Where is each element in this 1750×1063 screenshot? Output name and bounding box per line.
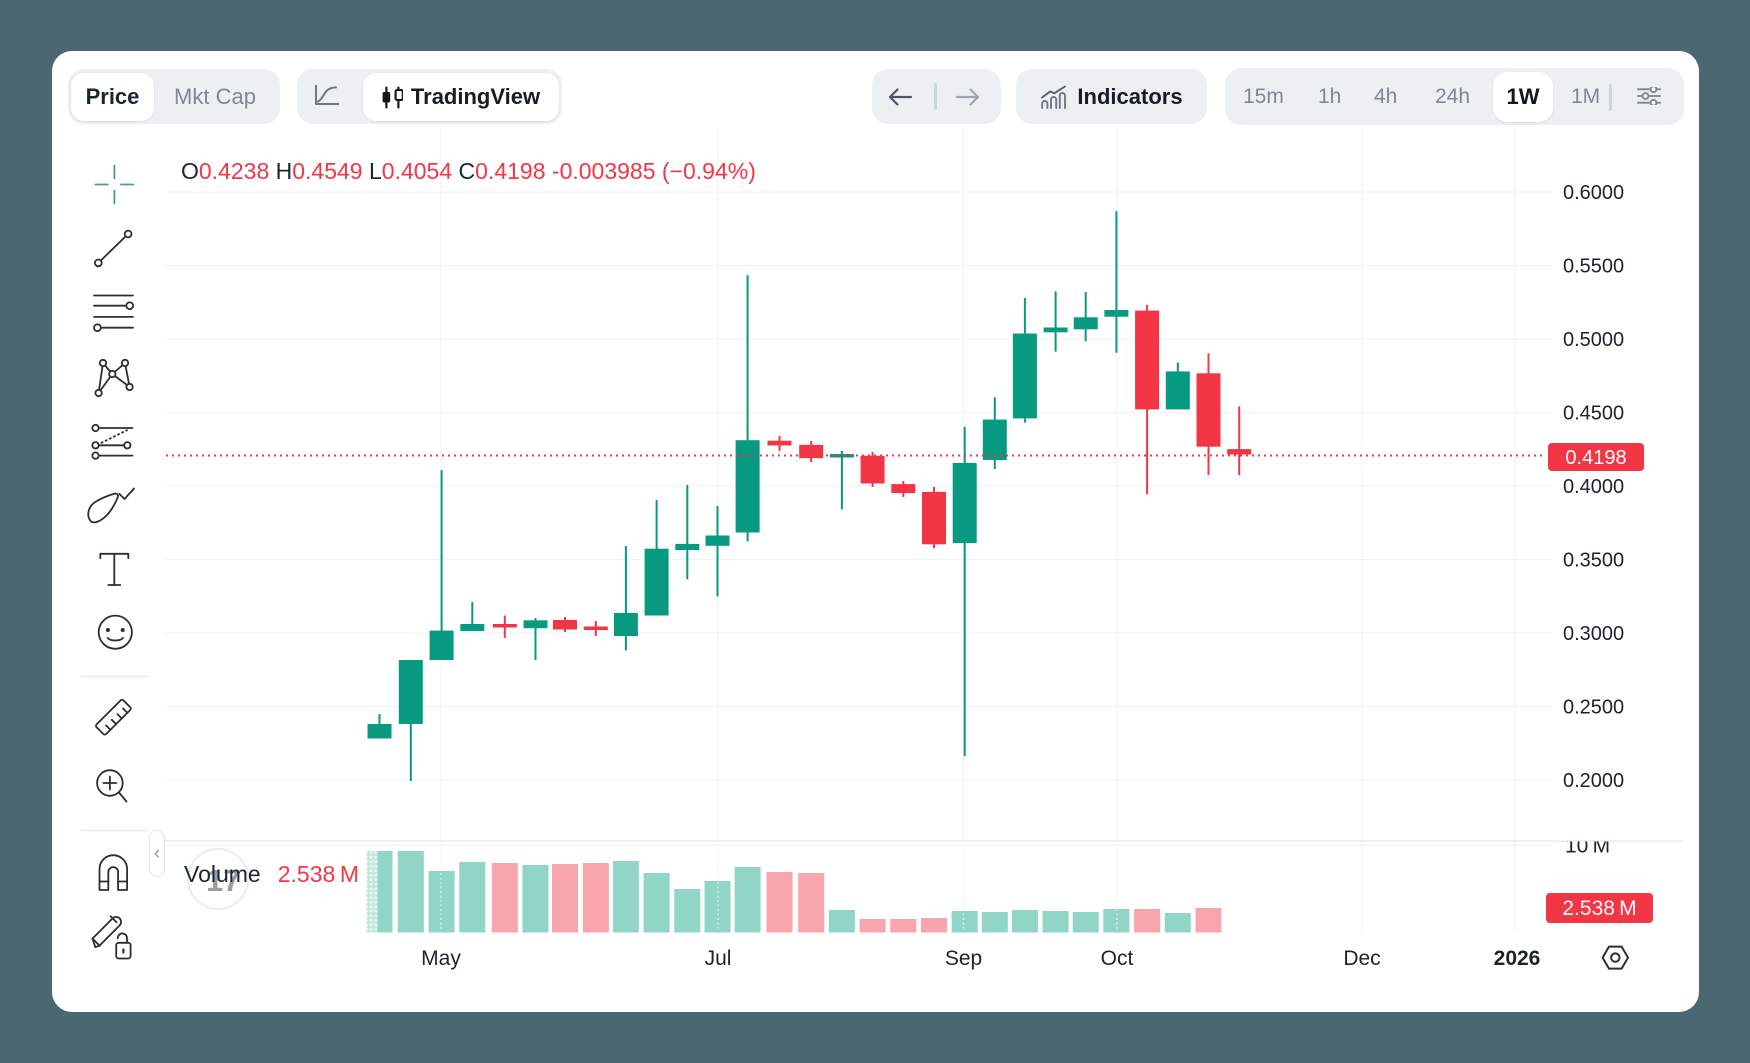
svg-text:2.538 M: 2.538 M <box>1562 897 1636 920</box>
svg-text:0.5500: 0.5500 <box>1563 256 1624 278</box>
svg-text:2026: 2026 <box>1494 947 1541 970</box>
svg-text:0.5000: 0.5000 <box>1563 329 1624 351</box>
svg-text:Oct: Oct <box>1101 947 1134 970</box>
svg-text:Dec: Dec <box>1343 947 1380 970</box>
svg-text:0.6000: 0.6000 <box>1563 182 1624 204</box>
svg-text:10 M: 10 M <box>1565 835 1610 858</box>
svg-text:0.4198: 0.4198 <box>1565 447 1626 469</box>
svg-text:0.4000: 0.4000 <box>1563 476 1624 498</box>
svg-text:Jul: Jul <box>705 947 732 970</box>
svg-text:0.4500: 0.4500 <box>1563 403 1624 425</box>
svg-text:0.3500: 0.3500 <box>1563 550 1624 572</box>
svg-text:May: May <box>421 947 461 970</box>
svg-text:0.2000: 0.2000 <box>1563 770 1624 792</box>
svg-text:0.2500: 0.2500 <box>1563 697 1624 719</box>
svg-text:Sep: Sep <box>945 947 982 970</box>
svg-text:0.3000: 0.3000 <box>1563 623 1624 645</box>
